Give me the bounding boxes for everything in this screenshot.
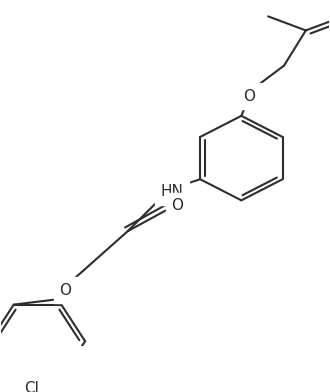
Text: Cl: Cl [24,381,39,392]
Text: O: O [243,89,255,104]
Text: HN: HN [161,184,184,199]
Text: O: O [59,283,71,298]
Text: O: O [171,198,183,213]
